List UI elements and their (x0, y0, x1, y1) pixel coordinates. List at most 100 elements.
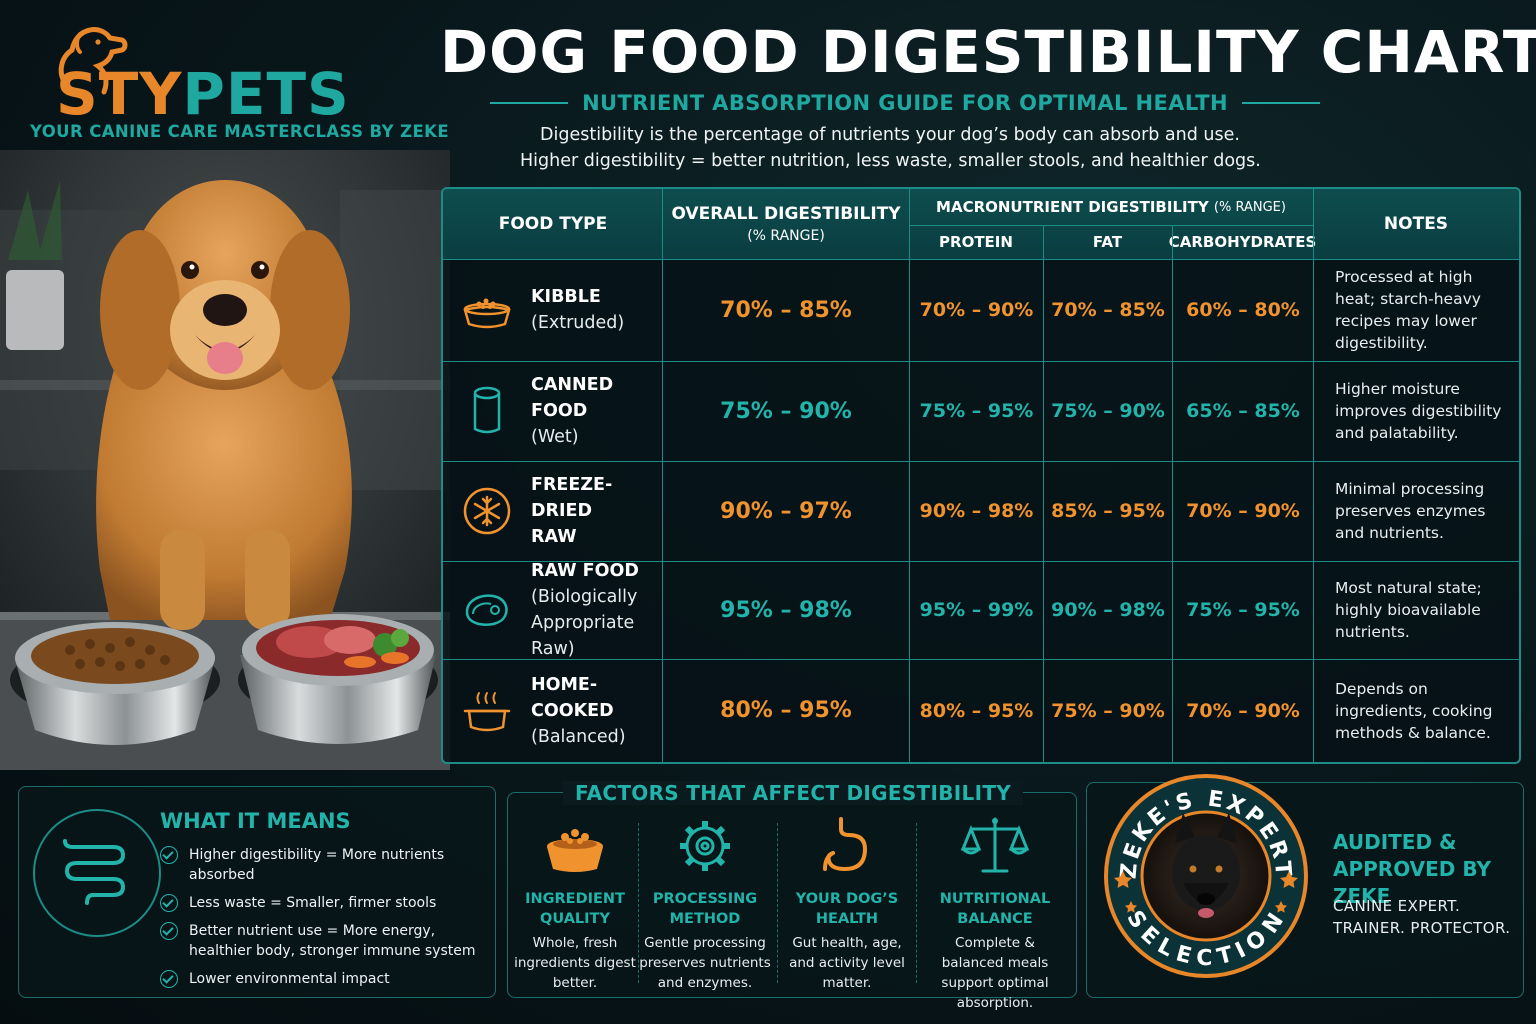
list-item: Higher digestibility = More nutrients ab… (160, 845, 495, 885)
table-row-raw: RAW FOOD (Biologically Appropriate Raw) 9… (443, 561, 1519, 659)
snowflake-icon (463, 487, 511, 535)
table-row-kibble: KIBBLE (Extruded) 70% – 85% 70% – 90% 70%… (443, 259, 1519, 361)
food-subtitle: (Balanced) (531, 726, 626, 747)
factor-desc: Complete & balanced meals support optima… (941, 935, 1049, 1011)
gear-icon (680, 821, 730, 871)
brand-tagline: YOUR CANINE CARE MASTERCLASS BY ZEKE (30, 122, 450, 141)
table-row-freeze-dried: FREEZE-DRIED RAW 90% – 97% 90% – 98% 85% … (443, 461, 1519, 561)
brand-name-part1: STY (56, 60, 183, 128)
food-name: KIBBLE (Extruded) (531, 284, 624, 336)
food-type-cell: HOME-COOKED (Balanced) (443, 659, 661, 762)
fat-value: 90% – 98% (1051, 599, 1165, 621)
kibble-bowl-icon (463, 298, 511, 329)
dog-silhouette-logo-icon (58, 27, 128, 95)
page-title: DOG FOOD DIGESTIBILITY CHART (440, 18, 1536, 86)
factor-desc: Gut health, age, and activity level matt… (789, 935, 905, 991)
grid-line (443, 461, 1519, 462)
overall-value: 95% – 98% (720, 597, 852, 623)
can-icon (473, 386, 501, 434)
food-type-cell: CANNED FOOD (Wet) (443, 361, 661, 461)
scale-icon (960, 817, 1030, 873)
grid-line (443, 659, 1519, 660)
table-row-canned: CANNED FOOD (Wet) 75% – 90% 75% – 95% 75%… (443, 361, 1519, 461)
factors-title: FACTORS THAT AFFECT DIGESTIBILITY (562, 781, 1024, 805)
protein-value: 90% – 98% (919, 500, 1034, 522)
factor-divider (777, 823, 778, 983)
benefit-text: Less waste = Smaller, firmer stools (189, 895, 437, 911)
header-macro: MACRONUTRIENT DIGESTIBILITY (% RANGE) (909, 189, 1313, 225)
factor-name: INGREDIENT QUALITY (525, 891, 625, 927)
intestine-icon (63, 839, 126, 905)
grid-line (1313, 189, 1314, 762)
food-subtitle: RAW (531, 527, 577, 547)
brand-name-part2: PETS (182, 60, 350, 128)
protein-value: 95% – 99% (919, 599, 1034, 621)
table-row-home-cooked: HOME-COOKED (Balanced) 80% – 95% 80% – 95… (443, 659, 1519, 762)
grid-line (443, 259, 1519, 260)
header-carbs: CARBOHYDRATES (1169, 225, 1317, 259)
food-title: FREEZE-DRIED (531, 475, 613, 521)
protein-value: 75% – 95% (919, 400, 1034, 422)
factor-divider (916, 823, 917, 983)
grid-line (909, 189, 910, 762)
audited-label: AUDITED & APPROVED BY ZEKE (1333, 830, 1491, 908)
intestine-icon-circle (33, 809, 161, 937)
expert-seal-badge: ZEKE'S EXPERT SELECTION (1104, 774, 1308, 978)
food-name: HOME-COOKED (Balanced) (531, 672, 661, 750)
grid-line (662, 189, 663, 762)
subtitle-divider-right (1241, 102, 1320, 104)
factors-title-wrap: FACTORS THAT AFFECT DIGESTIBILITY (508, 781, 1078, 805)
check-circle-icon (160, 922, 178, 940)
header-fat: FAT (1043, 225, 1172, 259)
cooking-pot-icon (463, 691, 511, 731)
fat-value: 75% – 90% (1051, 699, 1165, 722)
header-macro-sub: (% RANGE) (1213, 199, 1286, 215)
check-circle-icon (160, 846, 178, 864)
overall-value: 75% – 90% (720, 398, 852, 424)
carbs-value: 65% – 85% (1186, 400, 1300, 422)
list-item: Lower environmental impact (160, 969, 495, 989)
factor-dog-health: YOUR DOG’S HEALTH Gut health, age, and a… (780, 813, 914, 993)
food-type-cell: KIBBLE (Extruded) (443, 259, 661, 361)
intro-line-1: Digestibility is the percentage of nutri… (540, 125, 1240, 145)
header-overall-sub: (% RANGE) (747, 228, 825, 244)
factor-ingredient-quality: INGREDIENT QUALITY Whole, fresh ingredie… (508, 813, 642, 993)
note-text: Most natural state; highly bioavailable … (1335, 579, 1482, 641)
food-name: CANNED FOOD (Wet) (531, 372, 661, 450)
food-title: HOME-COOKED (531, 674, 614, 721)
grid-line (909, 225, 1313, 226)
factor-name: NUTRITIONAL BALANCE (939, 891, 1051, 927)
header-food-type-label: FOOD TYPE (498, 214, 608, 234)
fat-value: 70% – 85% (1051, 299, 1165, 321)
carbs-value: 75% – 95% (1186, 599, 1300, 621)
steak-icon (465, 594, 508, 626)
food-name: RAW FOOD (Biologically Appropriate Raw) (531, 558, 659, 662)
overall-value: 80% – 95% (720, 698, 852, 723)
what-it-means-panel: WHAT IT MEANS Higher digestibility = Mor… (18, 786, 496, 998)
grid-line (443, 561, 1519, 562)
grid-line (1043, 225, 1044, 762)
fat-value: 85% – 95% (1051, 500, 1165, 522)
protein-value: 80% – 95% (919, 699, 1034, 722)
food-title: CANNED FOOD (531, 375, 614, 421)
note-text: Higher moisture improves digestibility a… (1335, 380, 1502, 442)
intro-line-2: Higher digestibility = better nutrition,… (520, 151, 1261, 171)
subtitle-divider-left (490, 102, 569, 104)
factor-nutritional-balance: NUTRITIONAL BALANCE Complete & balanced … (928, 813, 1062, 1011)
factor-divider (638, 823, 639, 983)
food-bowl-icon (547, 829, 603, 872)
food-type-cell: RAW FOOD (Biologically Appropriate Raw) (443, 561, 661, 659)
benefit-text: Higher digestibility = More nutrients ab… (189, 847, 445, 883)
factor-name: YOUR DOG’S HEALTH (795, 891, 899, 927)
factor-processing-method: PROCESSING METHOD Gentle processing pres… (638, 813, 772, 993)
header-food-type: FOOD TYPE (443, 189, 663, 259)
check-circle-icon (160, 970, 178, 988)
carbs-value: 70% – 90% (1186, 500, 1300, 522)
note-text: Depends on ingredients, cooking methods … (1335, 679, 1493, 742)
food-type-cell: FREEZE-DRIED RAW (443, 461, 661, 561)
brand-logo: STYPETS YOUR CANINE CARE MASTERCLASS BY … (28, 14, 449, 154)
header-notes-label: NOTES (1383, 214, 1449, 234)
header-protein-label: PROTEIN (939, 233, 1013, 251)
grid-line (1172, 225, 1173, 762)
benefit-list: Higher digestibility = More nutrients ab… (160, 845, 495, 997)
